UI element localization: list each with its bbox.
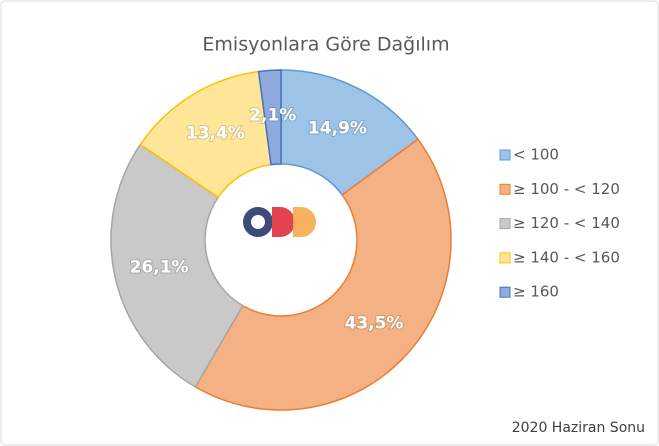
legend-swatch (499, 252, 511, 264)
data-label: 13,4% (186, 124, 245, 144)
legend-swatch (499, 218, 511, 230)
chart-title: Emisyonlara Göre Dağılım (202, 34, 449, 56)
footnote: 2020 Haziran Sonu (512, 420, 645, 436)
donut-slice (110, 143, 244, 388)
legend-label: ≥ 100 - < 120 (513, 180, 620, 198)
legend-label: ≥ 140 - < 160 (513, 248, 620, 266)
data-label: 43,5% (344, 314, 403, 334)
data-label: 2,1% (249, 105, 296, 125)
logo (243, 207, 316, 237)
donut-slice (194, 138, 452, 411)
legend-label: ≥ 160 (513, 283, 559, 301)
donut-slice (257, 69, 282, 166)
legend-swatch (499, 183, 511, 195)
donut-slice (139, 70, 272, 199)
legend-label: < 100 (513, 146, 559, 164)
data-label: 14,9% (308, 118, 367, 138)
data-label: 26,1% (130, 258, 189, 278)
legend-swatch (499, 149, 511, 161)
legend-swatch (499, 286, 511, 298)
legend-label: ≥ 120 - < 140 (513, 214, 620, 232)
